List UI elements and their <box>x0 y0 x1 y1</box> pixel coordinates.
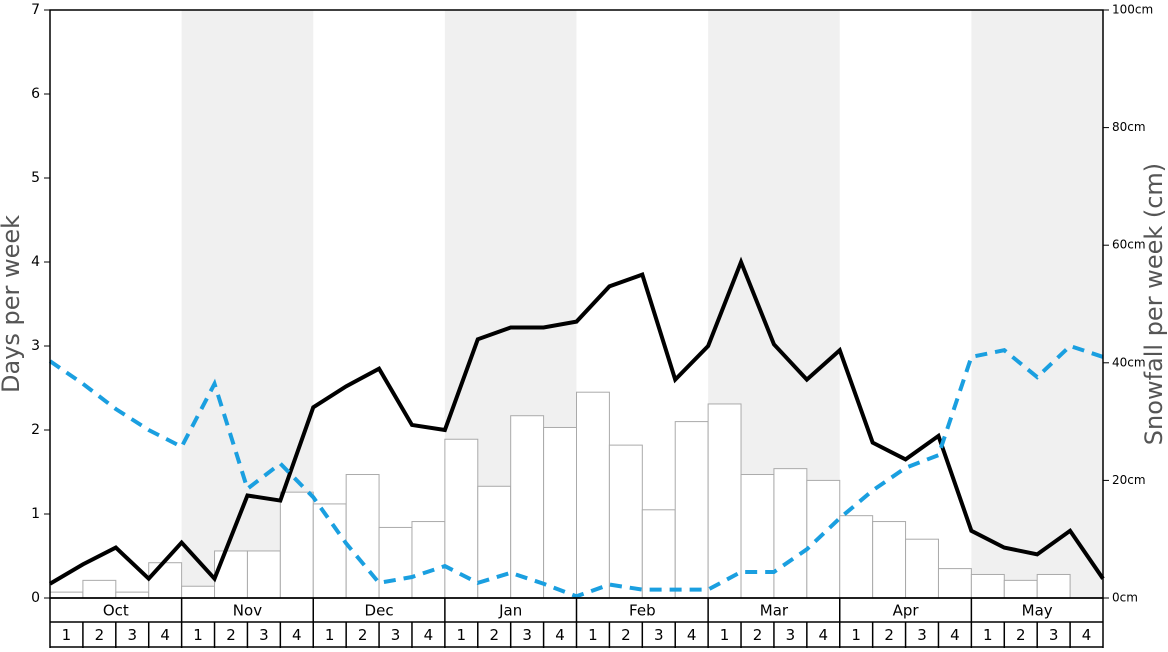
bar <box>608 444 643 599</box>
month-label: Nov <box>233 602 262 620</box>
week-label: 4 <box>819 626 829 644</box>
bar <box>970 573 1005 599</box>
bar <box>674 421 709 599</box>
week-label: 1 <box>325 626 335 644</box>
week-label: 4 <box>160 626 170 644</box>
week-label: 4 <box>950 626 960 644</box>
week-label: 1 <box>983 626 993 644</box>
week-label: 3 <box>654 626 664 644</box>
month-label: Oct <box>103 602 129 620</box>
bar <box>576 391 610 599</box>
bar <box>115 591 150 599</box>
week-label: 2 <box>95 626 105 644</box>
week-label: 1 <box>193 626 203 644</box>
y-axis-label: Days per week <box>0 215 25 393</box>
week-label: 4 <box>687 626 697 644</box>
line <box>48 343 1104 599</box>
week-label: 2 <box>621 626 631 644</box>
week-label: 2 <box>1016 626 1026 644</box>
y-tick-label: 5 <box>31 170 40 186</box>
week-label: 1 <box>457 626 467 644</box>
week-label: 4 <box>1082 626 1092 644</box>
bar <box>82 579 117 599</box>
month-label: May <box>1022 602 1053 620</box>
week-label: 2 <box>753 626 763 644</box>
week-label: 3 <box>522 626 532 644</box>
bar <box>181 585 216 599</box>
week-label: 4 <box>292 626 302 644</box>
week-label: 2 <box>884 626 894 644</box>
week-label: 1 <box>851 626 861 644</box>
y-tick-label: 1 <box>31 506 40 522</box>
month-label: Jan <box>498 602 522 620</box>
y2-tick-label: 20cm <box>1112 473 1146 487</box>
week-label: 2 <box>358 626 368 644</box>
bar <box>905 538 939 599</box>
month-shade <box>971 10 1103 598</box>
bar <box>510 415 545 599</box>
bar <box>246 550 281 599</box>
bar <box>806 479 841 599</box>
y-tick-label: 4 <box>31 254 40 270</box>
bar <box>148 562 183 599</box>
bar <box>543 426 577 599</box>
y-tick-label: 3 <box>31 338 40 354</box>
y-tick-label: 7 <box>31 2 40 18</box>
bar <box>1003 579 1038 599</box>
week-label: 1 <box>720 626 730 644</box>
bar <box>937 568 972 599</box>
month-label: Apr <box>893 602 920 620</box>
week-label: 3 <box>259 626 269 644</box>
week-label: 1 <box>62 626 72 644</box>
bar <box>1036 573 1071 599</box>
week-label: 2 <box>226 626 236 644</box>
bar <box>49 591 84 599</box>
y2-tick-label: 80cm <box>1112 120 1146 134</box>
bar <box>279 491 314 599</box>
y-tick-label: 0 <box>31 590 40 606</box>
bar <box>411 521 446 599</box>
week-label: 3 <box>127 626 137 644</box>
month-label: Mar <box>760 602 789 620</box>
week-label: 2 <box>489 626 499 644</box>
week-label: 4 <box>424 626 434 644</box>
bar <box>378 526 413 599</box>
month-label: Dec <box>365 602 394 620</box>
line <box>48 256 1105 586</box>
week-label: 1 <box>588 626 598 644</box>
bar <box>839 515 874 599</box>
y2-axis-label: Snowfall per week (cm) <box>1140 163 1168 445</box>
week-label: 3 <box>786 626 796 644</box>
bar <box>773 468 808 599</box>
y2-tick-label: 60cm <box>1112 238 1146 252</box>
bar <box>312 503 347 599</box>
bar <box>872 521 907 599</box>
bar <box>641 509 676 599</box>
week-label: 3 <box>1049 626 1059 644</box>
y2-tick-label: 100cm <box>1112 3 1153 17</box>
bar <box>740 474 775 599</box>
y-tick-label: 6 <box>31 86 40 102</box>
bar <box>707 403 742 599</box>
y2-tick-label: 0cm <box>1112 591 1138 605</box>
week-label: 3 <box>391 626 401 644</box>
y2-tick-label: 40cm <box>1112 355 1146 369</box>
month-label: Feb <box>629 602 656 620</box>
week-label: 4 <box>555 626 565 644</box>
week-label: 3 <box>917 626 927 644</box>
y-tick-label: 2 <box>31 422 40 438</box>
bar <box>214 550 248 599</box>
